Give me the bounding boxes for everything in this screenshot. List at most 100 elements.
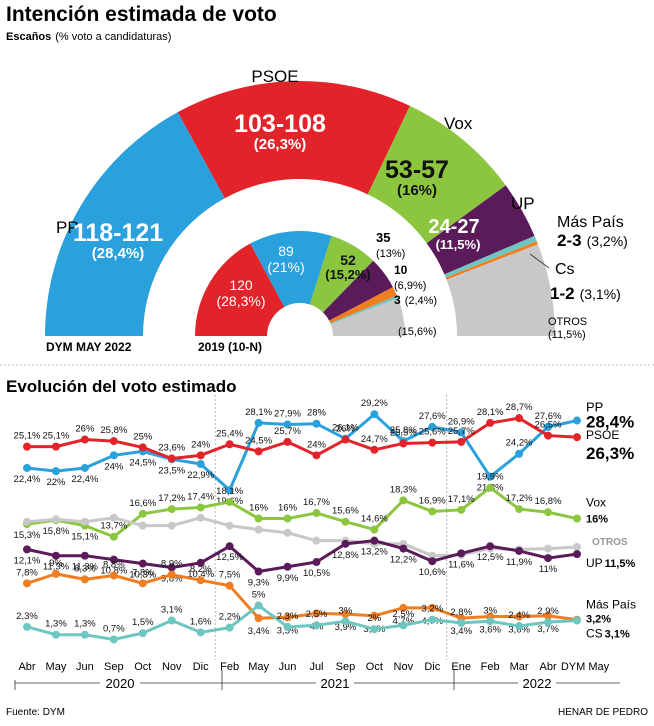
data-label: 25,4%	[216, 428, 243, 439]
data-label: 28,7%	[506, 402, 533, 413]
data-label: 10,6%	[419, 567, 446, 578]
data-label: 18,3%	[390, 484, 417, 495]
data-label: 27,9%	[274, 409, 301, 420]
data-point	[51, 630, 60, 639]
data-label: 24%	[307, 439, 327, 450]
data-label: 28%	[307, 408, 327, 419]
data-label: 22,4%	[71, 474, 98, 485]
outer-cs-seats: 1-2	[550, 284, 575, 303]
data-label: 2,5%	[306, 609, 328, 620]
data-point	[196, 628, 205, 637]
data-point	[23, 442, 31, 451]
data-point	[138, 629, 147, 638]
data-point	[486, 617, 495, 626]
data-label: 18,1%	[216, 486, 243, 497]
inner-pp-seats: 89	[278, 243, 294, 259]
end-name-vox: Vox	[586, 496, 606, 510]
data-label: 3,6%	[479, 625, 501, 636]
year-label-2022: 2022	[523, 676, 552, 691]
data-label: 1,3%	[45, 619, 67, 630]
data-point	[457, 428, 466, 437]
seat-slice-up	[323, 260, 393, 321]
data-point	[515, 622, 524, 631]
inner-cs-pct: (6,9%)	[394, 280, 426, 292]
data-label: 15,8%	[42, 526, 69, 537]
data-point	[167, 563, 176, 572]
data-point	[283, 420, 292, 429]
outer-cs-values: 1-2 (3,1%)	[550, 284, 621, 303]
data-label: 26,9%	[448, 416, 475, 427]
data-label: 13,7%	[100, 521, 127, 532]
data-point	[341, 617, 350, 626]
data-point	[515, 546, 524, 555]
data-label: 17,4%	[187, 491, 214, 502]
line-chart-title: Evolución del voto estimado	[6, 377, 236, 396]
data-label: 15,6%	[332, 506, 359, 517]
outer-pp-pct: (28,4%)	[92, 245, 145, 262]
data-label: 3,1%	[161, 605, 183, 616]
inner-up-seats: 35	[376, 230, 390, 245]
data-point	[225, 542, 234, 551]
data-label: 16%	[249, 503, 269, 514]
seat-slice-vox	[367, 105, 506, 244]
data-label: 1,5%	[132, 617, 154, 628]
data-label: 11,6%	[448, 559, 475, 570]
data-point	[196, 576, 205, 585]
seat-slice-pp	[45, 112, 225, 336]
end-label-up: UP 11,5%	[586, 556, 635, 570]
data-label: 16%	[278, 503, 298, 514]
data-label: 1,3%	[74, 619, 96, 630]
inner-title: 2019 (10-N)	[198, 340, 262, 354]
data-label: 28,1%	[477, 407, 504, 418]
data-point	[138, 521, 147, 530]
data-point	[138, 509, 147, 518]
data-label: 12,5%	[216, 552, 243, 563]
outer-pp-name: PP	[56, 218, 79, 237]
series-line-psoe	[27, 416, 578, 460]
end-value-psoe: 26,3%	[586, 444, 634, 463]
x-tick-label: Sep	[336, 661, 356, 673]
outer-vox-seats: 53-57	[385, 156, 449, 184]
outer-up-name: UP	[511, 194, 535, 213]
data-label: 12,2%	[390, 555, 417, 566]
x-tick-label: Jun	[279, 661, 297, 673]
data-label: 27,6%	[419, 411, 446, 422]
inner-vox-seats: 52	[340, 252, 356, 268]
data-label: 22,4%	[14, 474, 41, 485]
x-tick-label: Jul	[309, 661, 323, 673]
data-label: 2,9%	[537, 606, 559, 617]
outer-psoe-name: PSOE	[251, 67, 298, 86]
data-label: 2,3%	[277, 611, 299, 622]
data-label: 27,6%	[535, 411, 562, 422]
data-point	[225, 521, 234, 530]
data-point	[428, 422, 437, 431]
data-label: 2%	[368, 613, 382, 624]
data-label: 26,1%	[332, 423, 359, 434]
data-point	[370, 536, 379, 545]
data-point	[573, 616, 581, 625]
data-label: 25,8%	[100, 425, 127, 436]
outer-psoe-pct: (26,3%)	[254, 136, 307, 153]
data-label: 12,1%	[14, 555, 41, 566]
data-label: 25,5%	[390, 427, 417, 438]
data-point	[225, 581, 234, 590]
data-label: 13,2%	[361, 547, 388, 558]
end-value-pp: 28,4%	[586, 413, 634, 432]
data-point	[370, 611, 379, 620]
data-point	[312, 621, 321, 630]
data-point	[138, 559, 147, 568]
inner-psoe-pct: (28,3%)	[216, 293, 265, 309]
data-label: 17,1%	[448, 494, 475, 505]
data-label: 16,9%	[419, 495, 446, 506]
data-point	[573, 433, 581, 442]
data-point	[544, 422, 553, 431]
x-tick-label: Abr	[18, 661, 35, 673]
data-point	[254, 525, 263, 534]
data-label: 7,8%	[16, 567, 38, 578]
data-point	[486, 472, 495, 481]
data-label: 26,5%	[535, 420, 562, 431]
inner-cs-seats: 10	[394, 263, 408, 277]
data-point	[196, 503, 205, 512]
outer-psoe-seats: 103-108	[234, 110, 326, 138]
data-point	[196, 513, 205, 522]
